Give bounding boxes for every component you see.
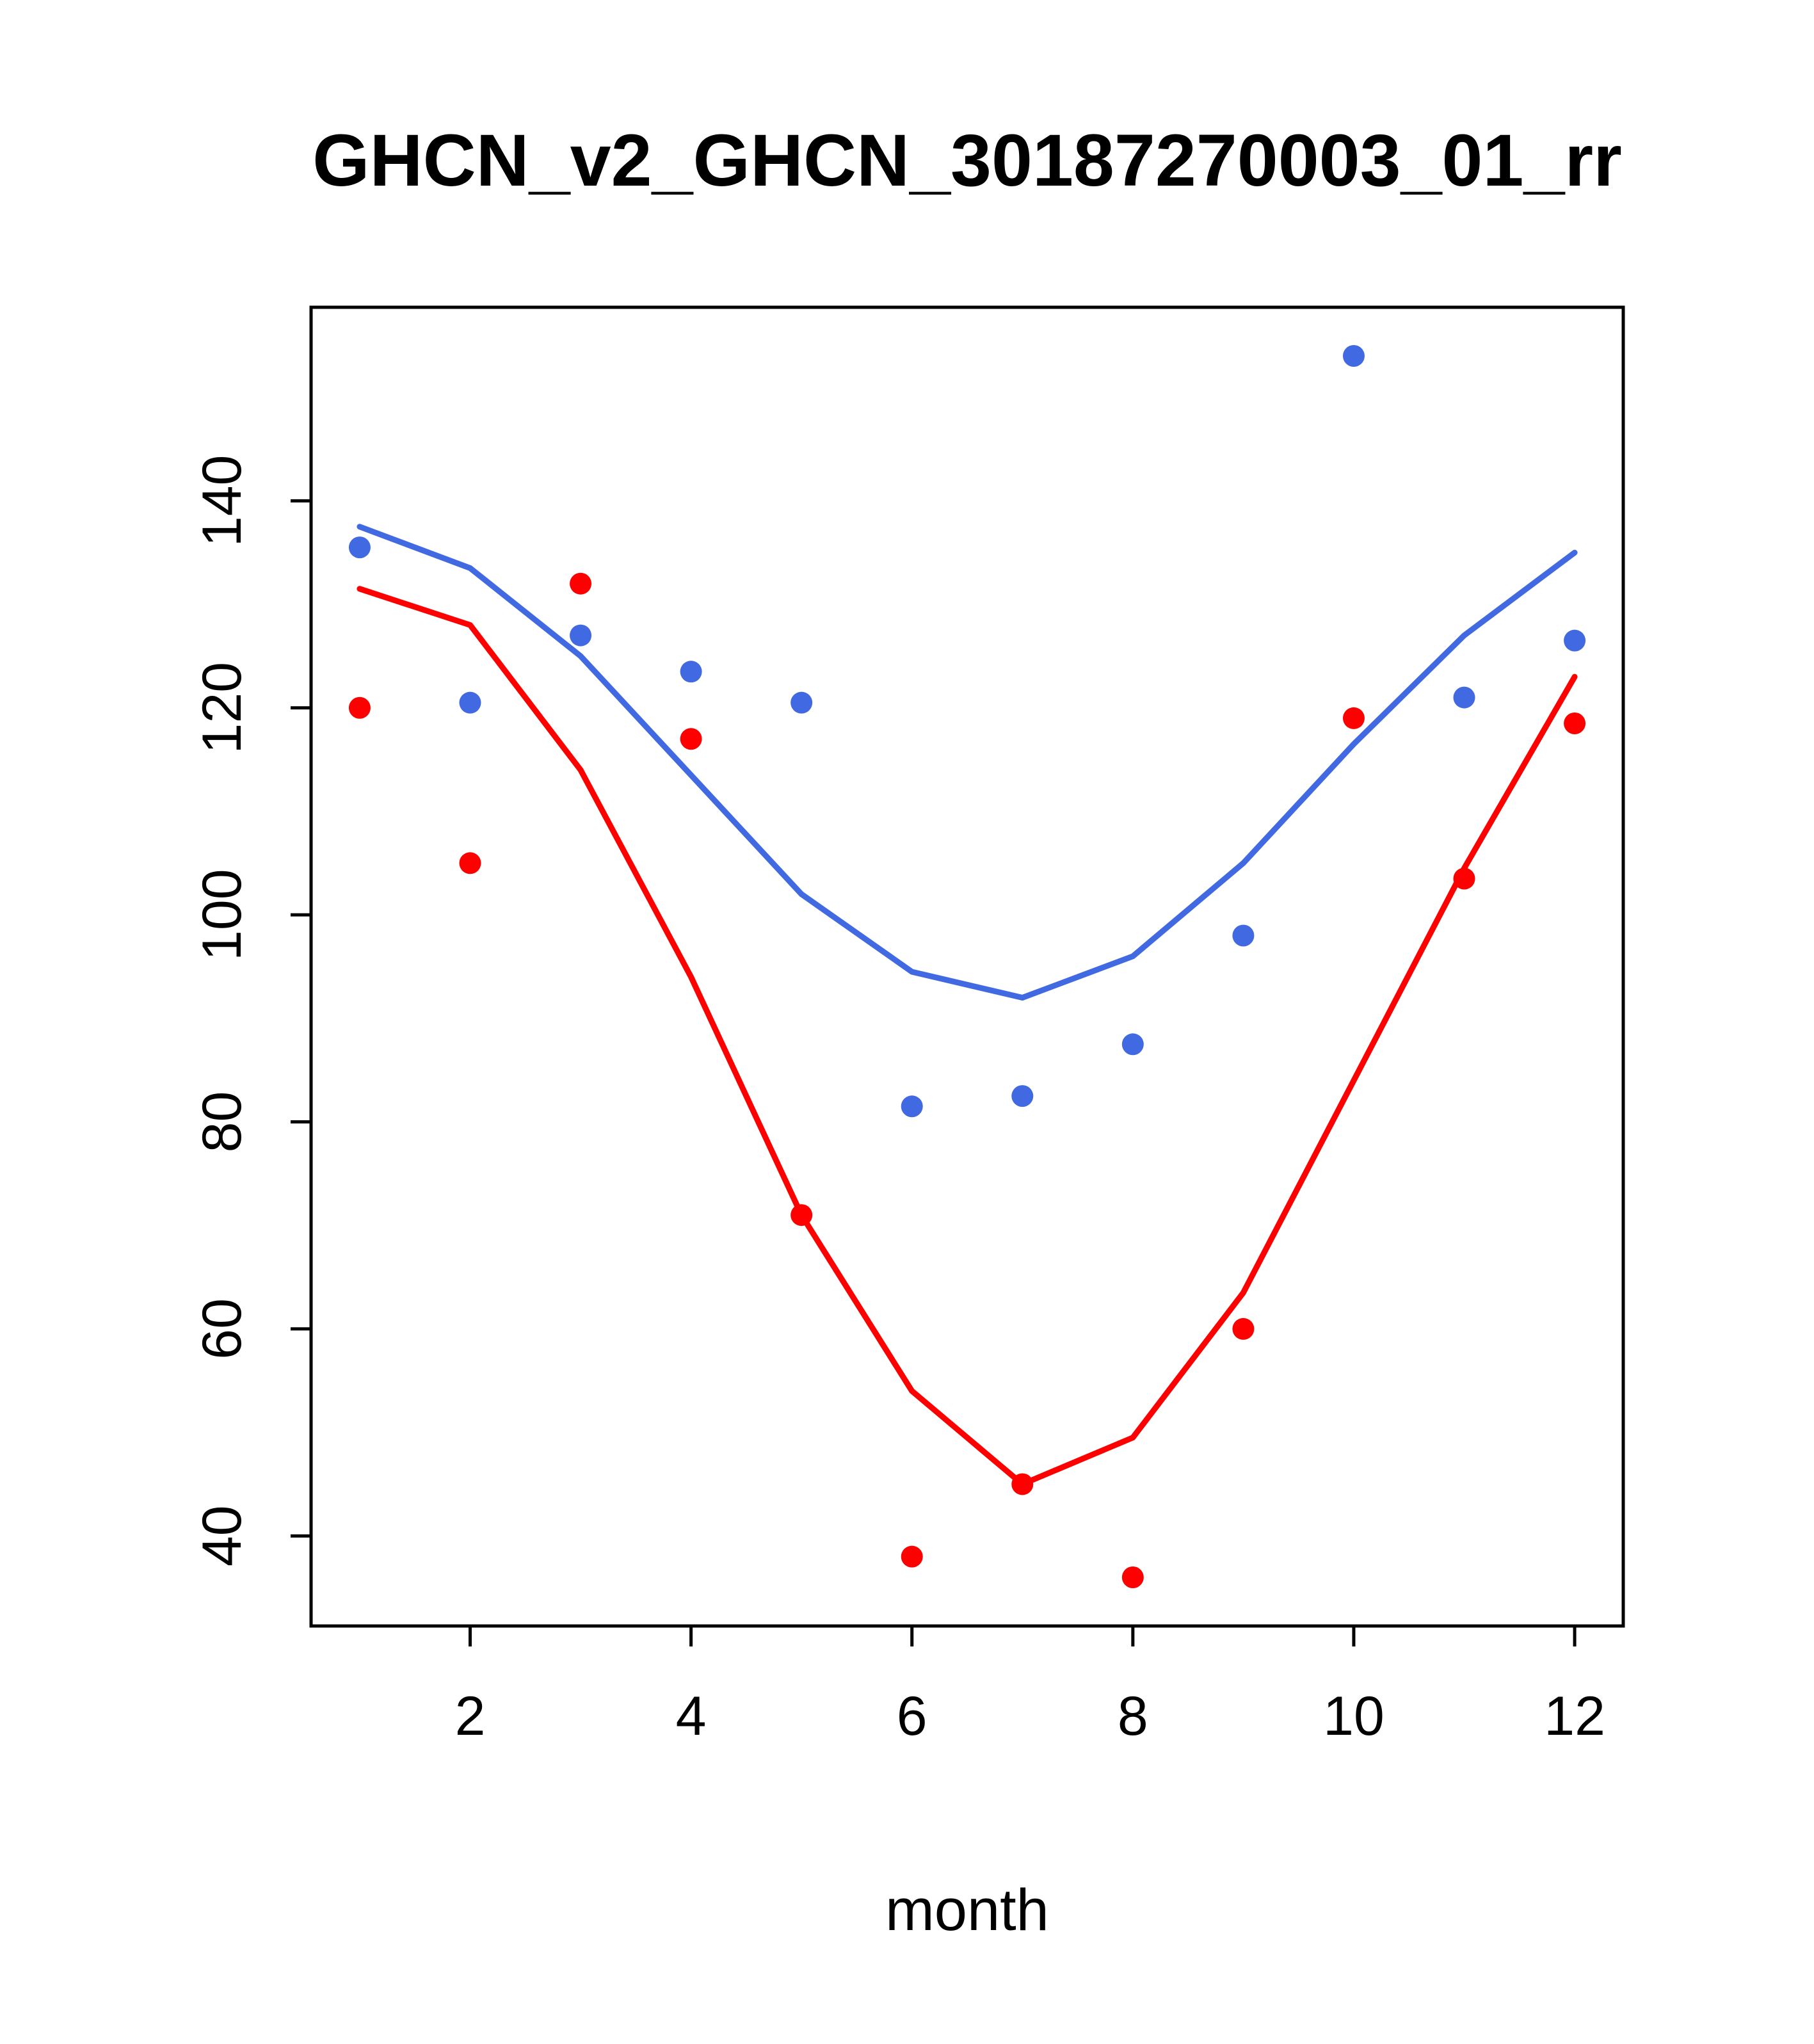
blue-points-marker [348,536,371,559]
red-points-marker [791,1204,813,1227]
red-points-marker [680,728,702,750]
red-points-marker [1342,707,1365,729]
red-line-series [357,586,1578,1487]
y-tick-label: 120 [191,662,253,754]
blue-points-marker [680,661,702,683]
plot-frame [309,305,1625,1628]
plot-area-series [348,344,1586,1589]
blue-points-marker [1011,1085,1034,1107]
x-tick-label: 2 [455,1686,486,1747]
y-tick-label: 80 [191,1091,253,1153]
blue-points-marker [1342,344,1365,367]
x-tick-label: 12 [1544,1686,1605,1747]
x-tick-label: 6 [897,1686,927,1747]
red-points-marker [459,852,481,874]
blue-points-marker [791,691,813,714]
red-points-marker [901,1545,923,1568]
red-points-marker [1564,712,1586,735]
blue-points-marker [1564,629,1586,652]
x-axis-label: month [885,1878,1049,1943]
chart-title: GHCN_v2_GHCN_30187270003_01_rr [312,120,1622,202]
red-points-series [348,572,1586,1589]
blue-points-marker [901,1095,923,1118]
blue-points-marker [1232,924,1255,947]
y-tick-label: 40 [191,1505,253,1566]
x-tick-label: 10 [1323,1686,1385,1747]
x-tick-label: 4 [676,1686,707,1747]
red-points-marker [1453,867,1475,890]
red-points-marker [1011,1473,1034,1495]
red-points-marker [1232,1317,1255,1340]
blue-line-series [357,524,1578,1001]
red-points-marker [570,572,592,595]
blue-points-marker [570,624,592,647]
x-axis: 2 4 6 8 10 12 [455,1626,1605,1747]
blue-points-marker [459,691,481,714]
red-points-marker [1121,1566,1144,1589]
x-tick-label: 8 [1118,1686,1148,1747]
y-tick-label: 60 [191,1298,253,1360]
blue-points-marker [1121,1033,1144,1056]
red-points-marker [348,696,371,719]
y-tick-label: 140 [191,455,253,547]
y-tick-label: 100 [191,869,253,961]
blue-points-marker [1453,686,1475,709]
blue-points-series [348,344,1586,1118]
y-axis: 40 60 80 100 120 140 [191,455,311,1566]
